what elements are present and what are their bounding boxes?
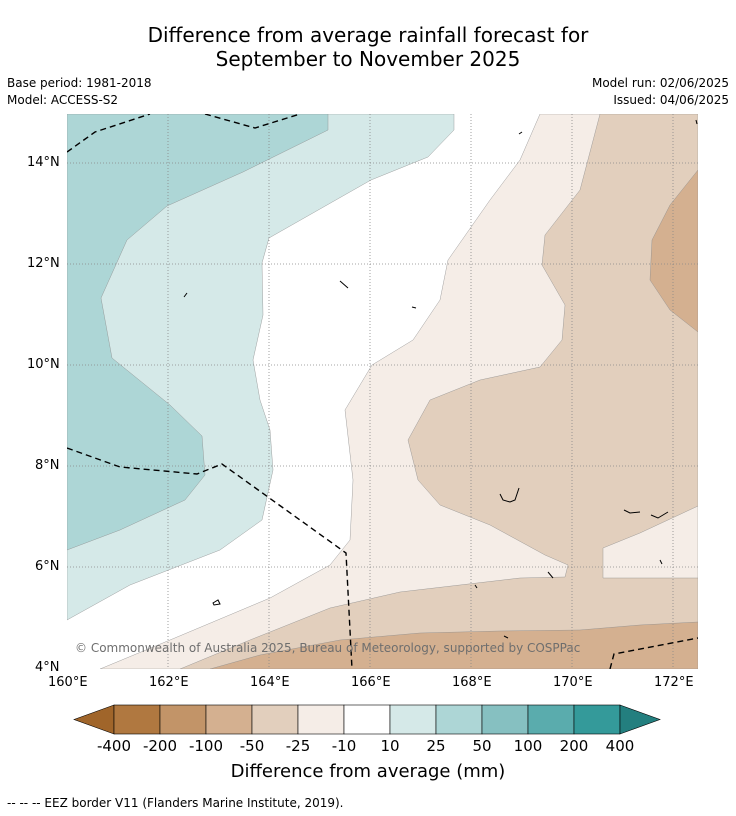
dry-25-50-region [179,114,698,669]
colorbar-label: -10 [331,737,357,755]
colorbar-swatch [113,704,161,735]
dry-50-100-region [649,169,698,333]
lon-tick-160e: 160°E [48,675,88,690]
colorbar-label: -200 [142,737,178,755]
colorbar-label: -100 [188,737,224,755]
colorbar-extend-high [619,704,661,735]
lat-tick-14n: 14°N [27,155,60,170]
colorbar-swatch [205,704,253,735]
model-label: Model: ACCESS-S2 [7,93,119,107]
wet-25-50-region [67,114,329,551]
colorbar-title: Difference from average (mm) [230,761,506,782]
dry-50-100-region-south [209,621,698,669]
map-fill-layer [67,114,698,669]
colorbar-label: -50 [239,737,265,755]
colorbar-swatch [527,704,575,735]
colorbar-swatch [297,704,345,735]
colorbar-swatch [389,704,437,735]
colorbar-label: 100 [513,737,543,755]
dry-10-25-pocket [602,505,698,579]
colorbar-swatch [159,704,207,735]
colorbar-label: -25 [285,737,311,755]
colorbar-extend-low [73,704,115,735]
colorbar-swatch [343,704,391,735]
copyright-notice: © Commonwealth of Australia 2025, Bureau… [75,641,581,655]
lat-tick-8n: 8°N [35,458,60,473]
lat-tick-4n: 4°N [35,660,60,675]
lon-tick-168e: 168°E [452,675,492,690]
lon-tick-166e: 166°E [351,675,391,690]
colorbar-label: 25 [426,737,446,755]
colorbar-swatch [481,704,529,735]
lat-tick-6n: 6°N [35,559,60,574]
base-period-label: Base period: 1981-2018 [7,76,152,90]
colorbar [73,704,661,735]
lat-tick-10n: 10°N [27,357,60,372]
colorbar-label: 200 [559,737,589,755]
eez-legend-note: -- -- -- EEZ border V11 (Flanders Marine… [7,796,344,810]
islands [183,119,698,639]
lat-tick-12n: 12°N [27,256,60,271]
colorbar-swatch [435,704,483,735]
map-title-line1: Difference from average rainfall forecas… [147,23,589,47]
colorbar-label: -400 [96,737,132,755]
eez-borders [67,114,698,669]
colorbar-swatch [251,704,299,735]
issued-label: Issued: 04/06/2025 [613,93,729,107]
colorbar-swatch [573,704,621,735]
map-title-line2: September to November 2025 [215,47,521,71]
lon-tick-162e: 162°E [149,675,189,690]
lon-tick-172e: 172°E [654,675,694,690]
lon-tick-170e: 170°E [553,675,593,690]
lon-tick-164e: 164°E [250,675,290,690]
model-run-label: Model run: 02/06/2025 [591,76,729,90]
colorbar-label: 400 [605,737,635,755]
colorbar-label: 50 [472,737,492,755]
gridlines [67,114,698,669]
colorbar-label: 10 [380,737,400,755]
